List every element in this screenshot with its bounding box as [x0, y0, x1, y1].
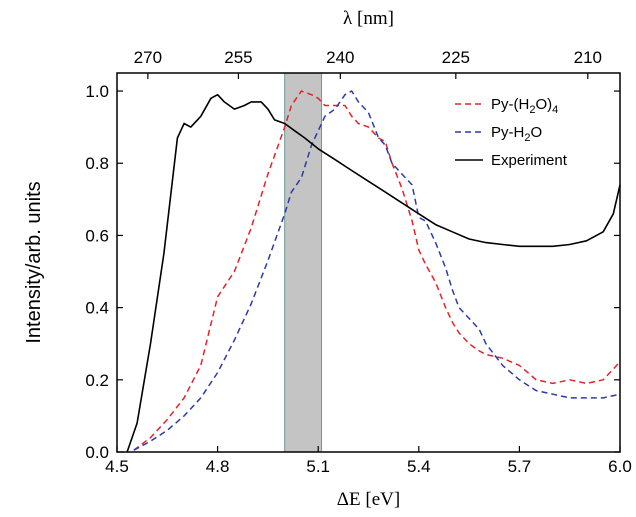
x-tick-label: 4.8 — [206, 457, 230, 476]
shaded-band-layer — [284, 72, 323, 453]
series-line-1 — [133, 90, 621, 451]
series-line-0 — [133, 90, 621, 451]
top-tick-label: 225 — [442, 48, 470, 67]
y-tick-label: 0.0 — [85, 443, 109, 462]
y-axis-title: Intensity/arb. units — [23, 181, 45, 343]
x-tick-label: 5.4 — [407, 457, 431, 476]
y-tick-label: 0.8 — [85, 154, 109, 173]
plot-frame — [116, 72, 621, 453]
y-tick-label: 0.4 — [85, 299, 109, 318]
legend-label-1: Py-H2O — [491, 124, 542, 144]
top-tick-label: 270 — [134, 48, 162, 67]
tick-layer: 4.5 4.8 5.1 5.4 5.7 6.0 0.0 0.2 0.4 0.6 0.8 1.0 270 2… — [85, 48, 631, 476]
top-tick-label: 210 — [574, 48, 602, 67]
y-tick-label: 0.2 — [85, 371, 109, 390]
shaded-band — [284, 72, 323, 453]
legend: Py-(H2O)4 Py-H2O Experiment — [455, 96, 568, 169]
top-axis-title: λ [nm] — [343, 8, 394, 29]
legend-label-2: Experiment — [491, 152, 568, 169]
legend-label-0: Py-(H2O)4 — [491, 96, 558, 116]
y-tick-label: 1.0 — [85, 82, 109, 101]
x-axis-title: ΔE [eV] — [337, 489, 400, 510]
series-layer — [126, 90, 621, 453]
series-line-2 — [126, 93, 621, 453]
x-tick-label: 6.0 — [608, 457, 632, 476]
y-tick-label: 0.6 — [85, 226, 109, 245]
x-tick-label: 5.7 — [508, 457, 532, 476]
x-tick-label: 5.1 — [306, 457, 330, 476]
top-tick-label: 255 — [224, 48, 252, 67]
top-tick-label: 240 — [326, 48, 354, 67]
x-tick-label: 4.5 — [105, 457, 129, 476]
